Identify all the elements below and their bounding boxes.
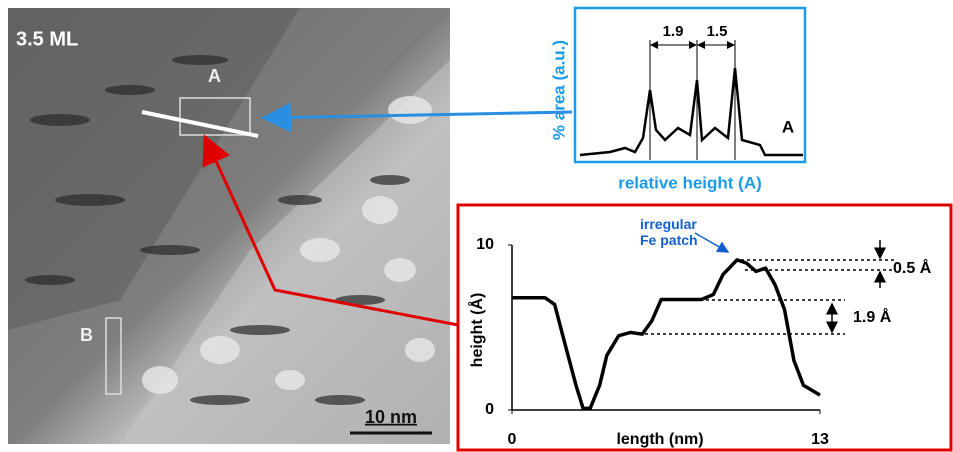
x-axis-label: length (nm) [616,431,703,448]
x-tick-label: 13 [811,431,829,448]
region-b-label: B [80,325,93,345]
x-axis-label: relative height (A) [618,173,762,192]
y-axis-label: % area (a.u.) [549,40,568,140]
curve-label: A [782,117,794,136]
figure: 3.5 ML A B 10 nm 1.9 1.5 A % area (a.u.)… [0,0,953,452]
spacing-label: 1.5 [707,23,728,40]
coverage-label: 3.5 ML [16,28,78,50]
x-tick-label: 0 [508,431,517,448]
histogram-inset [575,8,805,162]
region-a-label: A [208,66,221,86]
y-tick-label: 10 [476,236,494,253]
step-label: 0.5 Å [893,258,932,277]
page: 3.5 ML A B 10 nm 1.9 1.5 A % area (a.u.)… [0,0,953,452]
spacing-label: 1.9 [663,23,684,40]
stm-image [8,8,450,444]
scale-bar-label: 10 nm [365,407,417,427]
step-label: 1.9 Å [853,307,892,326]
y-tick-label: 0 [485,401,494,418]
y-axis-label: height (Å) [467,293,486,368]
profile-frame [458,205,951,450]
